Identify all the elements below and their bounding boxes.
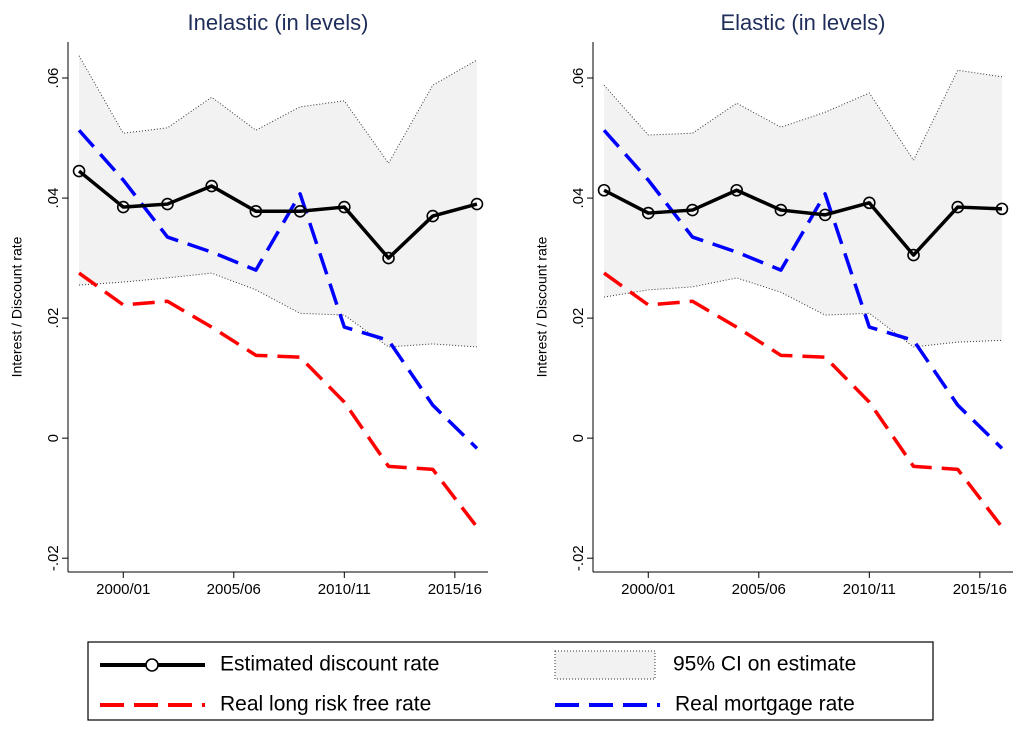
ci-band: [604, 70, 1002, 347]
legend-swatch: [554, 650, 656, 680]
y-tick-label: .04: [45, 188, 62, 209]
legend-box: [87, 641, 934, 721]
y-tick-label: .04: [570, 188, 587, 209]
panel-title: Elastic (in levels): [720, 10, 885, 35]
legend-label: Real mortgage rate: [675, 693, 855, 716]
y-tick-label: .02: [45, 308, 62, 329]
estimate-marker: [338, 200, 351, 214]
y-tick-label: -.02: [45, 545, 62, 571]
estimate-marker: [293, 204, 307, 218]
x-tick-label: 2000/01: [96, 581, 150, 598]
ci-upper: [603, 69, 1003, 162]
x-tick-label: 2015/16: [953, 581, 1007, 598]
estimate-marker: [863, 196, 876, 210]
estimate-marker: [382, 251, 395, 265]
rate-line: [77, 129, 479, 450]
estimate-marker: [730, 183, 743, 197]
estimate-marker: [818, 208, 832, 222]
estimate-marker: [205, 179, 218, 193]
x-tick-label: 2000/01: [621, 581, 675, 598]
estimate-marker: [116, 200, 130, 214]
rate-line: [78, 271, 479, 529]
y-tick-label: .06: [570, 68, 587, 89]
y-tick-label: 0: [570, 434, 587, 442]
legend-label: 95% CI on estimate: [673, 653, 856, 676]
legend-label: Estimated discount rate: [220, 653, 439, 676]
estimate-marker: [161, 197, 174, 211]
estimate-marker: [686, 203, 699, 217]
x-tick-label: 2010/11: [843, 581, 896, 598]
x-tick-label: 2010/11: [318, 581, 371, 598]
estimate-marker: [249, 204, 263, 218]
y-axis-label: Interest / Discount rate: [9, 236, 25, 377]
estimate-line: [603, 188, 1003, 257]
y-tick-label: .02: [570, 308, 587, 329]
legend-marker: [145, 658, 159, 672]
estimate-marker: [72, 164, 86, 178]
y-tick-label: 0: [45, 434, 62, 442]
estimate-marker: [907, 248, 920, 262]
x-tick-label: 2015/16: [428, 581, 482, 598]
rate-line: [603, 271, 1004, 529]
estimate-marker: [426, 209, 440, 223]
estimate-marker: [774, 203, 788, 217]
estimate-marker: [597, 183, 611, 197]
x-tick-label: 2005/06: [732, 581, 786, 598]
ci-lower: [79, 272, 477, 348]
ci-lower: [603, 277, 1002, 348]
y-tick-label: -.02: [570, 545, 587, 571]
ci-upper: [78, 55, 478, 165]
estimate-marker: [470, 197, 484, 211]
estimate-marker: [951, 200, 965, 214]
ci-band: [79, 55, 477, 347]
x-tick-label: 2005/06: [207, 581, 261, 598]
estimate-marker: [641, 206, 655, 220]
y-tick-label: .06: [45, 68, 62, 89]
panel-title: Inelastic (in levels): [188, 10, 369, 35]
estimate-marker: [995, 202, 1009, 216]
estimate-line: [77, 169, 478, 260]
rate-line: [602, 129, 1004, 450]
legend-label: Real long risk free rate: [220, 693, 431, 716]
y-axis-label: Interest / Discount rate: [534, 236, 550, 377]
